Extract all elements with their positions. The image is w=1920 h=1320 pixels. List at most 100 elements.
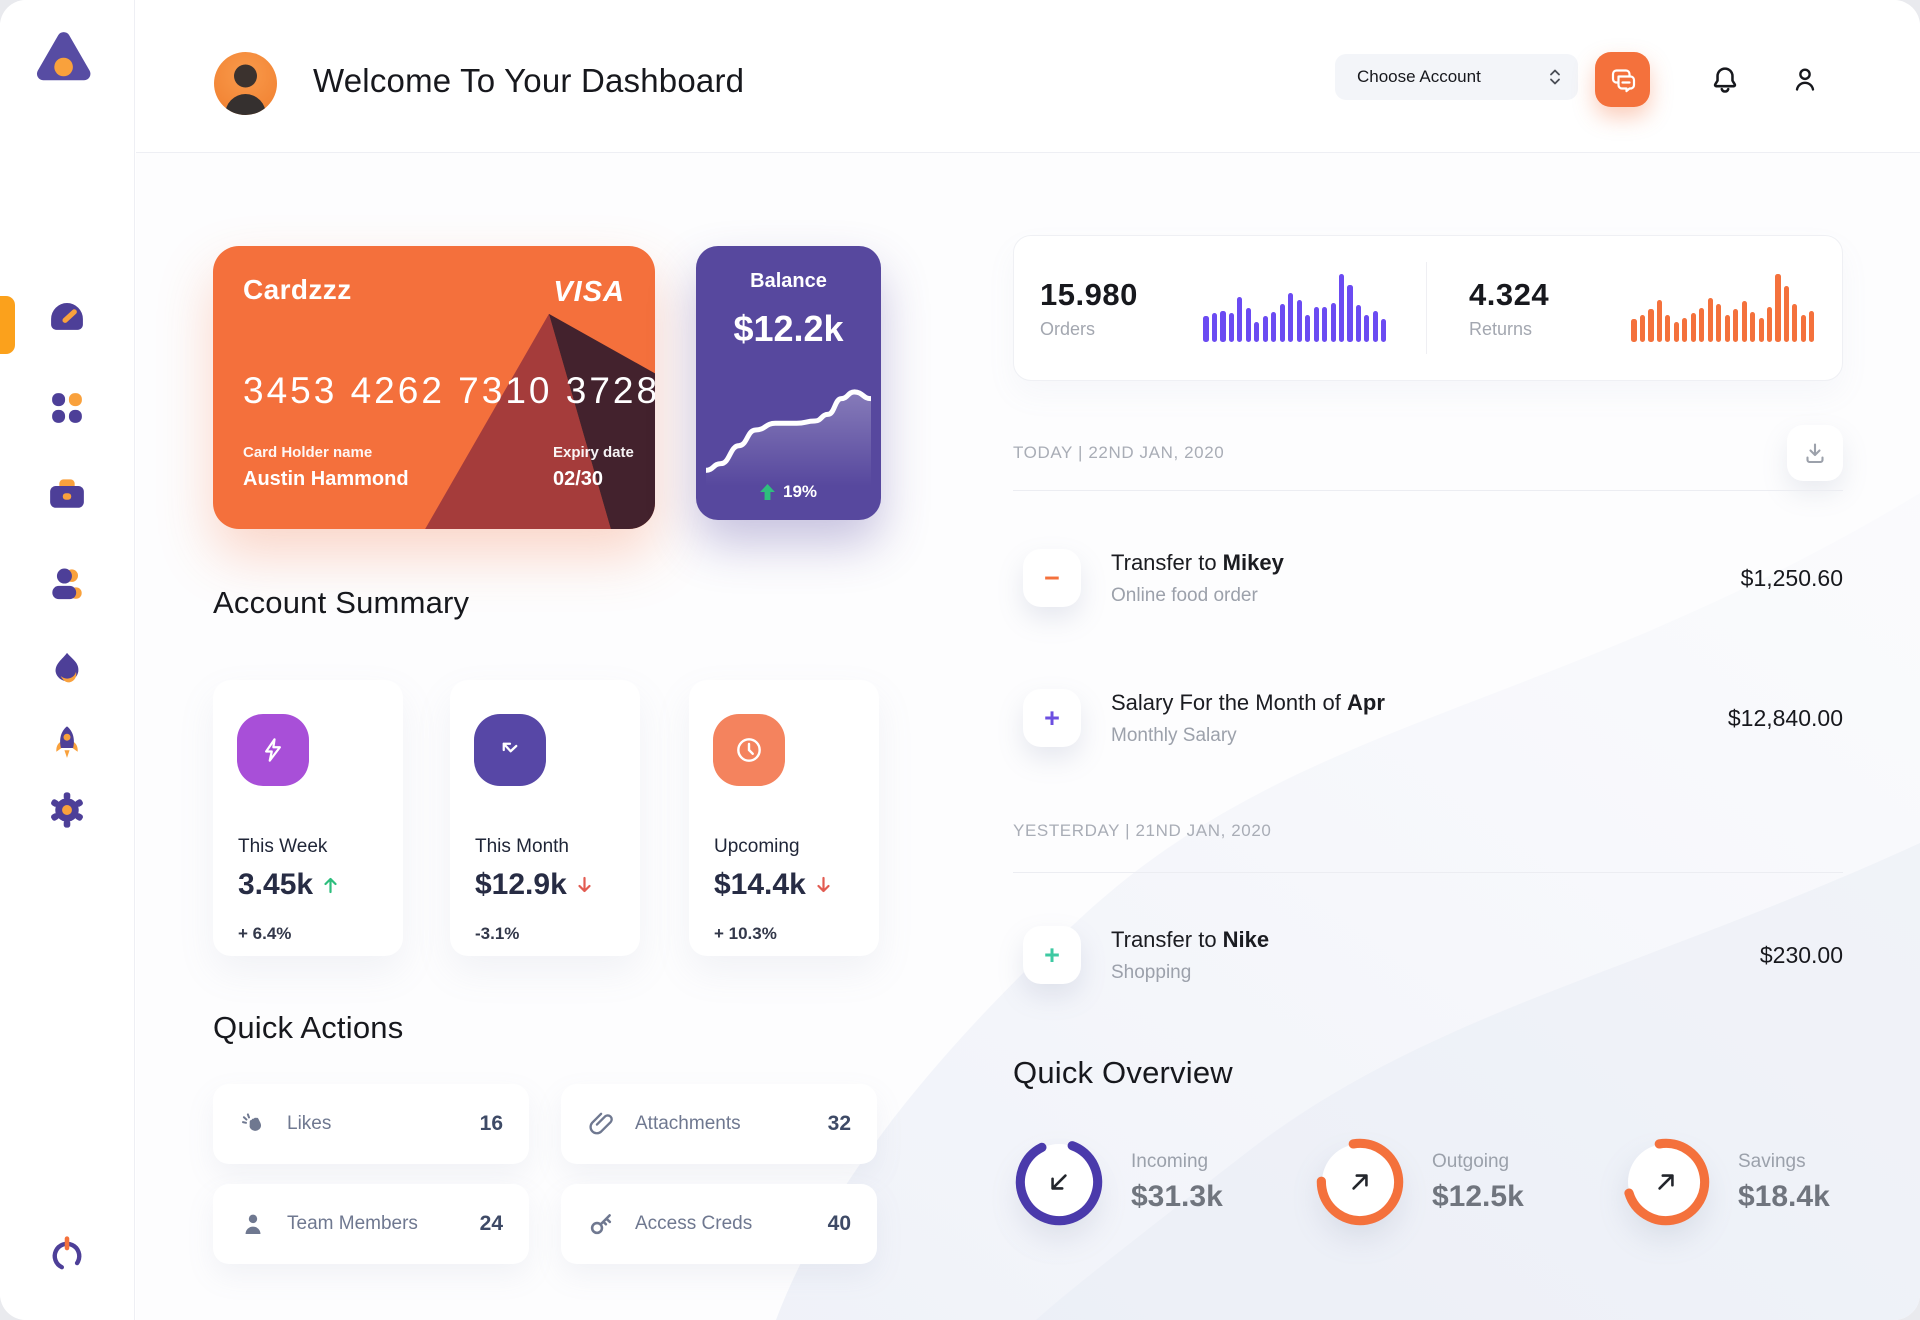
returns-stat: 4.324 Returns: [1469, 277, 1598, 340]
quick-overview-title: Quick Overview: [1013, 1055, 1233, 1090]
quick-action-count: 16: [479, 1112, 503, 1135]
triangle-logo-icon: [36, 32, 91, 81]
page-title: Welcome To Your Dashboard: [313, 62, 745, 99]
quick-action-access-creds[interactable]: Access Creds 40: [561, 1184, 877, 1264]
clock-icon: [713, 714, 785, 786]
sidebar-item-apps[interactable]: [39, 380, 95, 436]
bell-icon: [1713, 67, 1737, 93]
card-number: 3453 4262 7310 3728: [243, 370, 655, 411]
trend-down-icon: [817, 876, 830, 893]
trend-down-icon: [578, 876, 591, 893]
arrow-up-right-icon: [1314, 1136, 1406, 1228]
orders-bar-chart: [1202, 274, 1388, 342]
summary-percent: -3.1%: [475, 924, 520, 943]
card-expiry-label: Expiry date: [553, 444, 634, 461]
quick-action-count: 32: [827, 1112, 851, 1135]
users-icon: [52, 568, 82, 600]
divider: [1013, 872, 1843, 873]
up-arrow-icon: [760, 484, 775, 500]
main-content: Cardzzz VISA 3453 4262 7310 3728 Card Ho…: [136, 153, 1920, 1320]
download-icon: [1806, 443, 1824, 464]
overview-value: $18.4k: [1738, 1179, 1830, 1213]
power-icon: [52, 1236, 82, 1271]
quick-action-attachments[interactable]: Attachments 32: [561, 1084, 877, 1164]
yesterday-group-header: YESTERDAY | 21ND JAN, 2020: [1013, 821, 1272, 840]
balance-sparkline: [706, 389, 871, 486]
overview-label: Savings: [1738, 1150, 1806, 1172]
download-button[interactable]: [1787, 425, 1843, 481]
savings-donut-chart: [1620, 1136, 1712, 1228]
balance-card: Balance $12.2k 19%: [696, 246, 881, 520]
outgoing-donut-chart: [1314, 1136, 1406, 1228]
today-group-header: TODAY | 22ND JAN, 2020: [1013, 443, 1225, 462]
summary-value: $12.9k: [475, 868, 592, 902]
sidebar: [0, 0, 135, 1320]
account-selector[interactable]: Choose Account: [1335, 54, 1578, 100]
transaction-text: Salary For the Month of Apr Monthly Sala…: [1111, 690, 1385, 747]
select-chevrons-icon: [1550, 69, 1560, 85]
overview-text: Savings $18.4k: [1738, 1151, 1830, 1214]
returns-value: 4.324: [1469, 276, 1550, 312]
quick-action-team-members[interactable]: Team Members 24: [213, 1184, 529, 1264]
transaction-row-salary[interactable]: + Salary For the Month of Apr Monthly Sa…: [1023, 681, 1843, 755]
transaction-text: Transfer to Nike Shopping: [1111, 927, 1269, 984]
card-holder-label: Card Holder name: [243, 444, 373, 461]
arrow-up-right-icon: [1620, 1136, 1712, 1228]
overview-savings: Savings $18.4k: [1620, 1136, 1830, 1228]
sidebar-item-work[interactable]: [39, 466, 95, 522]
summary-label: This Month: [475, 836, 569, 857]
notifications-button[interactable]: [1706, 60, 1744, 98]
returns-label: Returns: [1469, 318, 1533, 339]
balance-value: $12.2k: [733, 308, 844, 349]
account-summary-title: Account Summary: [213, 585, 470, 620]
summary-percent: + 10.3%: [714, 924, 777, 943]
summary-card-this-month: This Month $12.9k -3.1%: [450, 680, 640, 956]
sidebar-item-launch[interactable]: [39, 716, 95, 772]
card-holder: Card Holder name Austin Hammond: [243, 444, 409, 491]
summary-label: This Week: [238, 836, 328, 857]
flame-icon: [55, 652, 79, 683]
sidebar-item-dashboard[interactable]: [39, 290, 95, 346]
divider: [1013, 490, 1843, 491]
overview-text: Incoming $31.3k: [1131, 1151, 1223, 1214]
transaction-row-mikey[interactable]: − Transfer to Mikey Online food order $1…: [1023, 541, 1843, 615]
avatar-photo: [225, 64, 266, 115]
chat-button[interactable]: [1595, 52, 1650, 107]
transaction-subtitle: Online food order: [1111, 584, 1258, 606]
card-holder-name: Austin Hammond: [243, 468, 409, 490]
rocket-icon: [56, 726, 78, 758]
credit-card: Cardzzz VISA 3453 4262 7310 3728 Card Ho…: [213, 246, 655, 529]
summary-percent: + 6.4%: [238, 924, 292, 943]
quick-action-likes[interactable]: Likes 16: [213, 1084, 529, 1164]
user-avatar[interactable]: [214, 52, 277, 115]
trend-up-icon: [324, 877, 337, 894]
profile-button[interactable]: [1786, 60, 1824, 98]
sidebar-active-indicator: [0, 296, 15, 354]
orders-stat: 15.980 Orders: [1040, 277, 1169, 340]
transaction-amount: $230.00: [1759, 941, 1843, 968]
orders-label: Orders: [1040, 318, 1096, 339]
plus-icon: +: [1023, 926, 1081, 984]
app-logo[interactable]: [28, 27, 98, 99]
sidebar-item-settings[interactable]: [39, 782, 95, 838]
plus-icon: +: [1023, 689, 1081, 747]
speedometer-icon: [51, 303, 83, 330]
summary-card-upcoming: Upcoming $14.4k + 10.3%: [689, 680, 879, 956]
quick-actions-title: Quick Actions: [213, 1010, 404, 1045]
quick-action-count: 24: [479, 1212, 503, 1235]
bounce-arrow-icon: [474, 714, 546, 786]
sidebar-item-trending[interactable]: [39, 641, 95, 697]
transaction-amount: $1,250.60: [1740, 564, 1843, 591]
sidebar-item-team[interactable]: [39, 555, 95, 611]
transaction-text: Transfer to Mikey Online food order: [1111, 550, 1284, 607]
incoming-donut-chart: [1013, 1136, 1105, 1228]
minus-icon: −: [1023, 549, 1081, 607]
transaction-row-nike[interactable]: + Transfer to Nike Shopping $230.00: [1023, 918, 1843, 992]
briefcase-icon: [50, 479, 84, 508]
balance-label: Balance: [750, 270, 827, 292]
gear-icon: [51, 792, 83, 828]
logout-button[interactable]: [39, 1226, 95, 1282]
transaction-title: Transfer to Nike: [1111, 926, 1270, 952]
overview-label: Outgoing: [1432, 1150, 1510, 1172]
quick-action-count: 40: [827, 1212, 851, 1235]
